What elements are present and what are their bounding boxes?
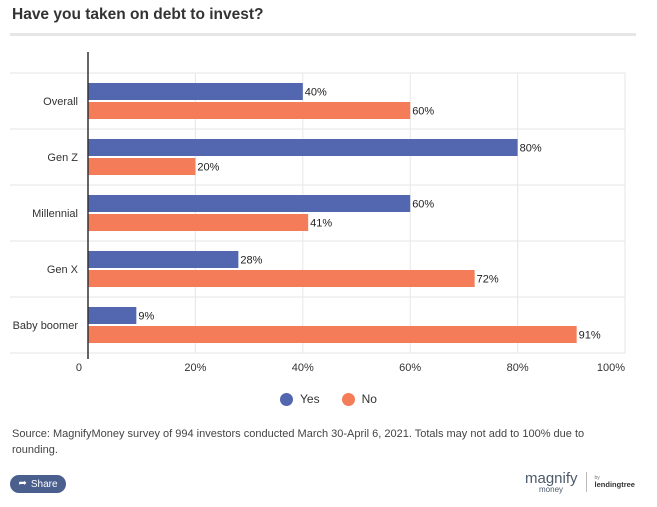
brand-divider: [585, 472, 587, 492]
bar-chart: Overall 40% 60% Gen Z 80% 20% Millennial 60% 41%…: [10, 52, 626, 374]
legend-dot-no: [341, 392, 355, 406]
chart-title: Have you taken on debt to invest?: [12, 6, 264, 23]
category-label: Millennial: [32, 208, 78, 220]
magnify-wordmark: magnify: [525, 469, 578, 487]
x-tick-label: 40%: [292, 362, 314, 374]
bar-no: [88, 270, 475, 287]
data-label: 72%: [477, 274, 499, 286]
share-button[interactable]: ➦ Share: [10, 475, 66, 493]
bar-yes: [88, 195, 411, 212]
x-tick-label: 100%: [597, 362, 625, 374]
bar-yes: [88, 83, 303, 100]
x-tick-label: 0: [76, 362, 82, 374]
data-label: 20%: [197, 162, 219, 174]
data-label: 41%: [310, 218, 332, 230]
x-tick-label: 80%: [507, 362, 529, 374]
bar-no: [88, 326, 577, 343]
category-label: Gen Z: [47, 152, 78, 164]
title-divider: [10, 33, 636, 36]
category-label: Baby boomer: [13, 320, 79, 332]
bar-yes: [88, 139, 518, 156]
bar-no: [88, 158, 196, 175]
category-label: Gen X: [47, 264, 79, 276]
bar-yes: [88, 307, 137, 324]
lendingtree-logo: by lendingtree: [594, 474, 635, 489]
data-label: 91%: [579, 330, 601, 342]
bar-no: [88, 102, 411, 119]
bar-yes: [88, 251, 239, 268]
data-label: 60%: [412, 199, 434, 211]
legend: Yes No: [0, 392, 657, 406]
money-wordmark: money: [539, 484, 564, 494]
data-label: 40%: [305, 87, 327, 99]
data-label: 80%: [520, 143, 542, 155]
legend-label-yes: Yes: [300, 392, 320, 406]
magnify-money-logo: magnify money: [525, 471, 578, 494]
data-label: 60%: [412, 106, 434, 118]
x-tick-label: 20%: [184, 362, 206, 374]
legend-label-no: No: [361, 392, 377, 406]
legend-item-yes[interactable]: Yes: [280, 392, 320, 406]
source-note: Source: MagnifyMoney survey of 994 inves…: [12, 428, 585, 456]
brand-logo: magnify money by lendingtree: [525, 468, 645, 496]
data-label: 9%: [138, 311, 154, 323]
bar-no: [88, 214, 309, 231]
lendingtree-wordmark: lendingtree: [594, 479, 635, 489]
category-label: Overall: [43, 96, 78, 108]
by-text: by: [594, 474, 600, 481]
legend-item-no[interactable]: No: [341, 392, 377, 406]
share-label: Share: [30, 478, 58, 490]
x-tick-label: 60%: [399, 362, 421, 374]
legend-dot-yes: [280, 392, 294, 406]
share-icon: ➦: [18, 478, 27, 489]
data-label: 28%: [240, 255, 262, 267]
